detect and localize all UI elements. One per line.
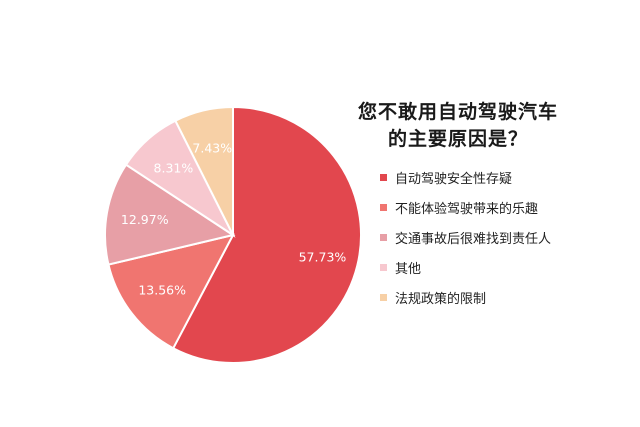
chart-title-line-1: 您不敢用自动驾驶汽车 — [357, 101, 558, 123]
legend-label: 其他 — [395, 261, 422, 277]
legend-swatch — [380, 293, 387, 301]
legend-label: 法规政策的限制 — [395, 291, 487, 307]
slice-value-label: 12.97% — [121, 212, 169, 227]
chart-title-line-2: 的主要原因是？ — [387, 128, 528, 150]
legend-swatch — [380, 203, 387, 211]
slice-value-label: 13.56% — [138, 282, 186, 297]
legend-swatch — [380, 173, 387, 181]
pie-slice — [174, 105, 234, 236]
legend-swatch — [380, 263, 387, 271]
pie-slice — [107, 233, 235, 350]
legend-label: 自动驾驶安全性存疑 — [395, 171, 513, 187]
legend-item: 交通事故后很难找到责任人 — [380, 222, 551, 252]
legend-item: 自动驾驶安全性存疑 — [380, 162, 551, 192]
pie-slice — [104, 163, 236, 266]
slice-value-label: 8.31% — [154, 161, 194, 176]
slice-value-label: 57.73% — [299, 250, 347, 265]
legend: 自动驾驶安全性存疑 不能体验驾驶带来的乐趣 交通事故后很难找到责任人 其他 法规… — [380, 162, 551, 312]
legend-swatch — [380, 233, 387, 241]
legend-item: 法规政策的限制 — [380, 282, 551, 312]
legend-label: 不能体验驾驶带来的乐趣 — [395, 201, 539, 217]
legend-item: 不能体验驾驶带来的乐趣 — [380, 192, 551, 222]
slice-value-label: 7.43% — [192, 140, 232, 155]
legend-item: 其他 — [380, 252, 551, 282]
legend-label: 交通事故后很难找到责任人 — [395, 231, 552, 247]
pie-slice — [171, 105, 362, 364]
